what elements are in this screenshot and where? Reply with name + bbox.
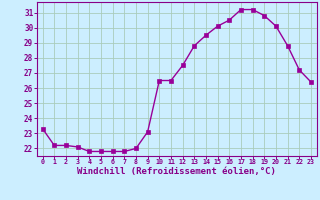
X-axis label: Windchill (Refroidissement éolien,°C): Windchill (Refroidissement éolien,°C): [77, 167, 276, 176]
